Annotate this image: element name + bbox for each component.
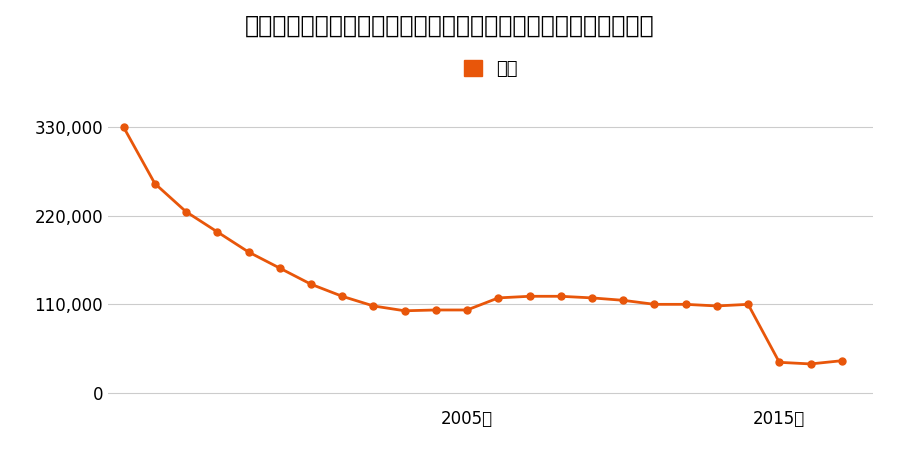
Text: 滋賀県大津市本堅田４丁目字下徳わせ１９２２番３外の地価推移: 滋賀県大津市本堅田４丁目字下徳わせ１９２２番３外の地価推移: [245, 14, 655, 37]
Legend: 価格: 価格: [456, 53, 525, 86]
